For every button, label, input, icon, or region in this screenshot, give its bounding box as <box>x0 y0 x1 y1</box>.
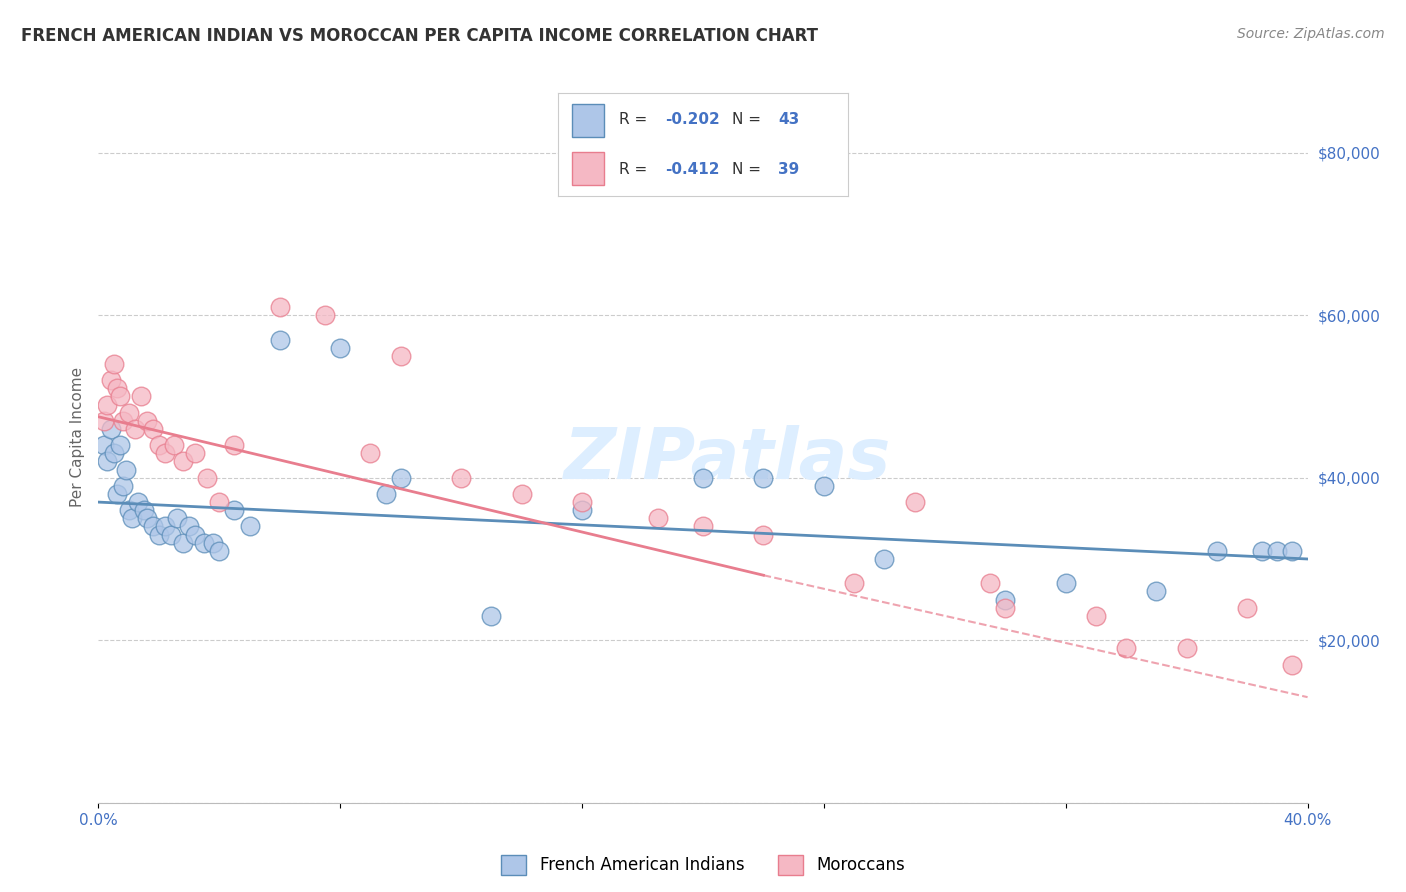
Point <box>389 349 412 363</box>
Point <box>153 519 176 533</box>
Point <box>121 511 143 525</box>
Point <box>994 600 1017 615</box>
Point <box>114 462 136 476</box>
Point <box>1085 608 1108 623</box>
Point <box>153 446 176 460</box>
Y-axis label: Per Capita Income: Per Capita Income <box>69 367 84 508</box>
Point <box>224 503 246 517</box>
Point <box>184 527 207 541</box>
Point <box>118 503 141 517</box>
Point <box>1236 600 1258 615</box>
Point <box>979 576 1001 591</box>
Point <box>1054 576 1077 591</box>
Point <box>195 471 218 485</box>
Point <box>329 341 352 355</box>
Point <box>179 519 201 533</box>
Point <box>100 422 122 436</box>
Point <box>389 471 412 485</box>
Point <box>118 406 141 420</box>
Point <box>132 503 155 517</box>
Point <box>1251 544 1274 558</box>
Point <box>813 479 835 493</box>
Point <box>1144 584 1167 599</box>
Point <box>647 511 669 525</box>
Point <box>129 389 152 403</box>
Point <box>142 422 165 436</box>
Point <box>193 535 215 549</box>
Point <box>105 381 128 395</box>
Point <box>510 487 533 501</box>
Point <box>374 487 396 501</box>
Point <box>96 398 118 412</box>
Point <box>100 373 122 387</box>
Point <box>208 544 231 558</box>
Point <box>571 503 593 517</box>
Point <box>752 527 775 541</box>
Text: FRENCH AMERICAN INDIAN VS MOROCCAN PER CAPITA INCOME CORRELATION CHART: FRENCH AMERICAN INDIAN VS MOROCCAN PER C… <box>21 27 818 45</box>
Point <box>692 519 714 533</box>
Point <box>224 438 246 452</box>
Point <box>904 495 927 509</box>
Point <box>360 446 382 460</box>
Point <box>160 527 183 541</box>
Point <box>111 414 134 428</box>
Point <box>142 519 165 533</box>
Point <box>96 454 118 468</box>
Point <box>1281 657 1303 672</box>
Point <box>166 511 188 525</box>
Point <box>103 357 125 371</box>
Point <box>481 608 503 623</box>
Point <box>148 438 170 452</box>
Point <box>93 438 115 452</box>
Point <box>108 438 131 452</box>
Point <box>844 576 866 591</box>
Point <box>239 519 262 533</box>
Point <box>1267 544 1289 558</box>
Point <box>93 414 115 428</box>
Legend: French American Indians, Moroccans: French American Indians, Moroccans <box>502 855 904 875</box>
Point <box>148 527 170 541</box>
Point <box>163 438 186 452</box>
Point <box>994 592 1017 607</box>
Point <box>108 389 131 403</box>
Point <box>172 535 194 549</box>
Point <box>124 422 146 436</box>
Point <box>111 479 134 493</box>
Point <box>135 511 157 525</box>
Point <box>105 487 128 501</box>
Point <box>1206 544 1229 558</box>
Point <box>127 495 149 509</box>
Point <box>269 333 291 347</box>
Text: Source: ZipAtlas.com: Source: ZipAtlas.com <box>1237 27 1385 41</box>
Point <box>692 471 714 485</box>
Point <box>873 552 896 566</box>
Text: ZIPatlas: ZIPatlas <box>564 425 891 493</box>
Point <box>752 471 775 485</box>
Point <box>450 471 472 485</box>
Point <box>1115 641 1137 656</box>
Point <box>1175 641 1198 656</box>
Point <box>1281 544 1303 558</box>
Point <box>172 454 194 468</box>
Point <box>103 446 125 460</box>
Point <box>184 446 207 460</box>
Point <box>135 414 157 428</box>
Point <box>202 535 225 549</box>
Point <box>571 495 593 509</box>
Point <box>208 495 231 509</box>
Point <box>269 300 291 314</box>
Point <box>314 308 336 322</box>
